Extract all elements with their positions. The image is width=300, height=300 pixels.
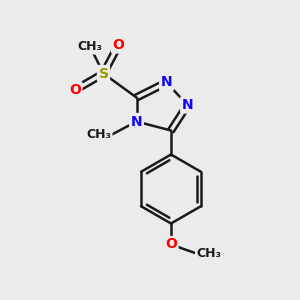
Text: N: N [182, 98, 193, 112]
Text: O: O [112, 38, 124, 52]
Text: O: O [165, 238, 177, 251]
Text: CH₃: CH₃ [86, 128, 111, 142]
Text: N: N [131, 115, 142, 128]
Text: CH₃: CH₃ [77, 40, 103, 53]
Text: O: O [69, 83, 81, 97]
Text: N: N [161, 76, 172, 89]
Text: S: S [98, 67, 109, 80]
Text: CH₃: CH₃ [196, 247, 221, 260]
